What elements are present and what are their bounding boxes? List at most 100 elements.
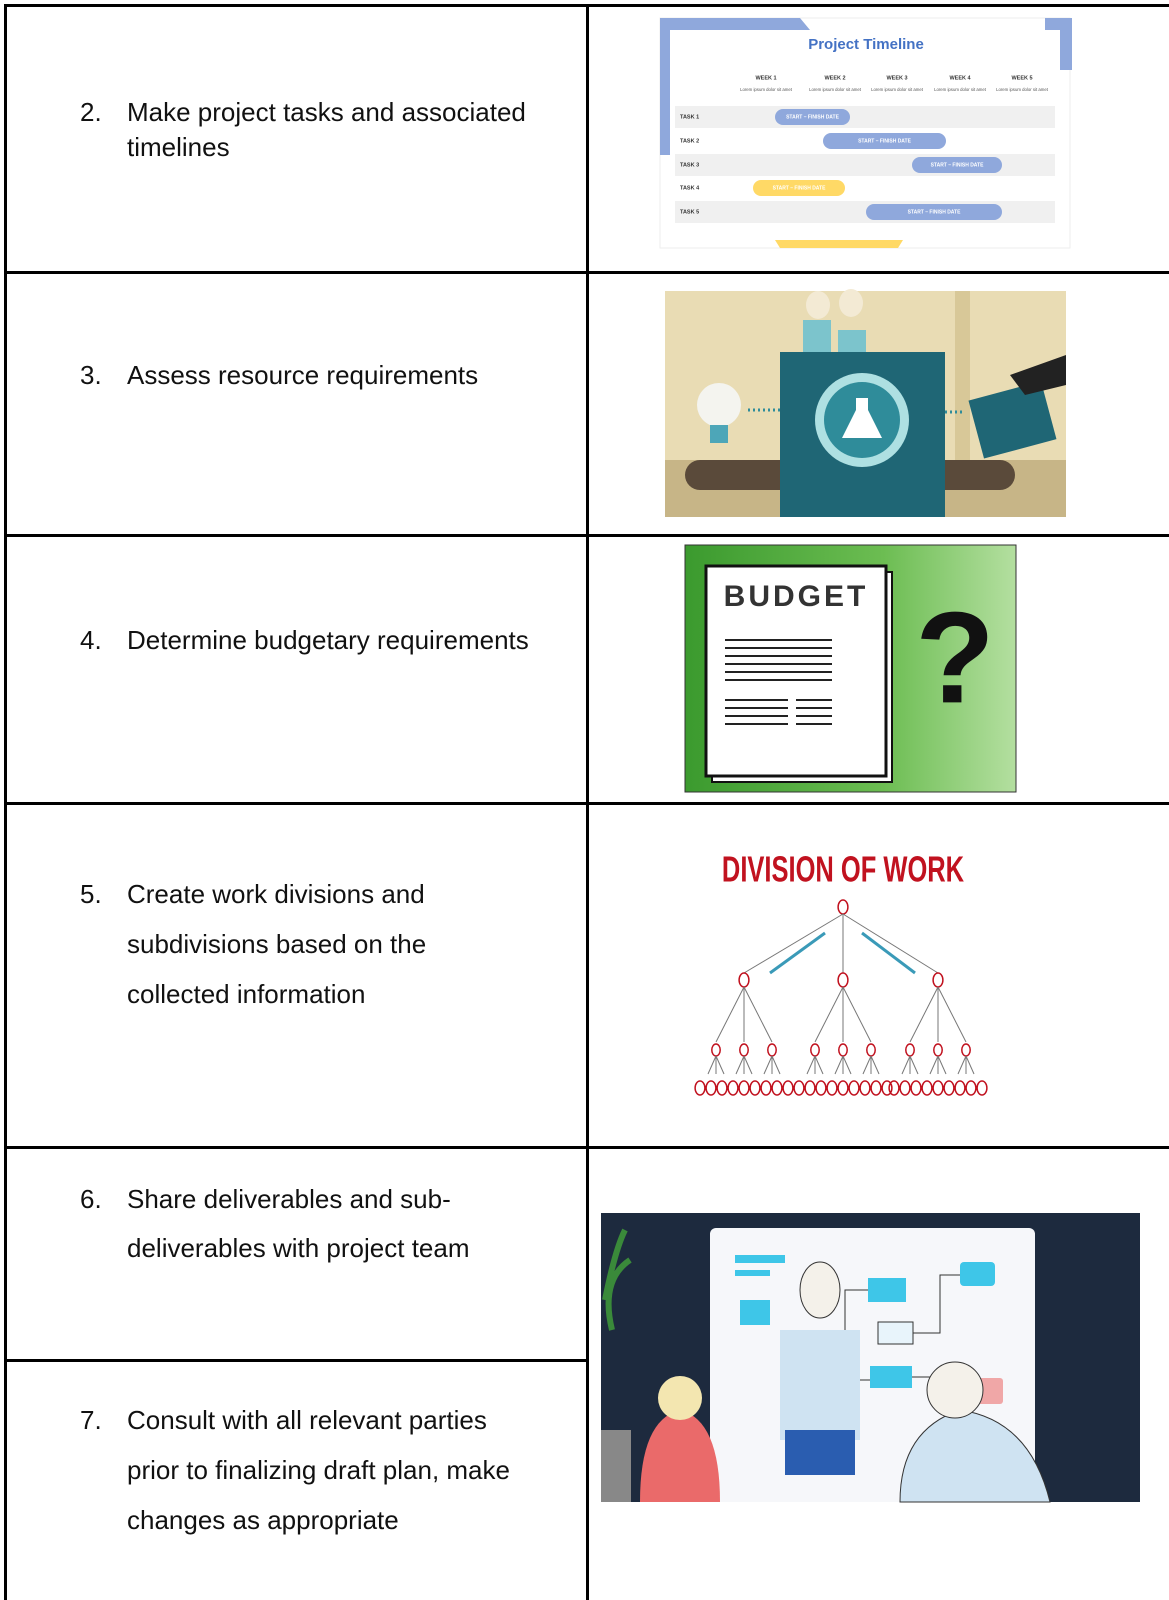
tree-node — [738, 972, 750, 988]
tree-node — [711, 1043, 721, 1057]
task-bar — [775, 109, 850, 125]
tree-node — [694, 1080, 706, 1096]
tree-node — [815, 1080, 827, 1096]
tree-node — [837, 899, 849, 915]
week-label: WEEK 4 — [949, 75, 971, 81]
column-line — [586, 4, 589, 1600]
tree-node — [760, 1080, 772, 1096]
tree-node — [804, 1080, 816, 1096]
budget-image: BUDGET ? — [684, 544, 1017, 793]
bar-label: START – FINISH DATE — [786, 114, 840, 120]
tree-node — [837, 1080, 849, 1096]
week-note: Lorem ipsum dolor sit amet — [996, 87, 1049, 92]
tree-node — [881, 1080, 893, 1096]
tree-node — [976, 1080, 988, 1096]
tree-edge — [814, 1055, 824, 1075]
cell-text: subdivisions based on the — [127, 929, 427, 959]
tree-node — [954, 1080, 966, 1096]
task-band — [675, 106, 1055, 128]
tree-node — [961, 1043, 971, 1057]
image-title: BUDGET — [724, 580, 869, 613]
division-image: DIVISION OF WORK — [694, 849, 988, 1096]
cell-text: collected information — [127, 979, 366, 1009]
task-bar — [912, 157, 1002, 173]
tree-edge — [862, 1055, 872, 1075]
tree-node — [749, 1080, 761, 1096]
tree-node — [899, 1080, 911, 1096]
bar-label: START – FINISH DATE — [773, 185, 827, 191]
tree-edge — [735, 1055, 745, 1075]
tree-node — [866, 1043, 876, 1057]
tree-edge — [707, 1055, 717, 1075]
tree-edge — [743, 913, 844, 974]
tree-arrow — [769, 931, 826, 975]
list-number: 5. — [80, 879, 102, 909]
image-mark: ? — [915, 584, 994, 730]
task-label: TASK 1 — [680, 114, 699, 120]
tree-node — [705, 1080, 717, 1096]
cell-text: Assess resource requirements — [127, 360, 479, 390]
week-note: Lorem ipsum dolor sit amet — [740, 87, 793, 92]
cell-text: deliverables with project team — [127, 1233, 470, 1263]
cell-text: changes as appropriate — [127, 1505, 399, 1535]
tree-node — [965, 1080, 977, 1096]
tree-node — [739, 1043, 749, 1057]
cell-text: Consult with all relevant parties — [127, 1405, 487, 1435]
tree-node — [767, 1043, 777, 1057]
tree-node — [782, 1080, 794, 1096]
tree-arrow — [861, 931, 916, 975]
task-bar — [866, 204, 1002, 220]
list-number: 3. — [80, 360, 102, 390]
tree-node — [716, 1080, 728, 1096]
tree-node — [826, 1080, 838, 1096]
week-note: Lorem ipsum dolor sit amet — [934, 87, 987, 92]
tree-node — [910, 1080, 922, 1096]
task-bar — [823, 133, 946, 149]
cell-text: timelines — [127, 132, 230, 162]
task-label: TASK 5 — [680, 209, 699, 215]
tree-node — [905, 1043, 915, 1057]
week-note: Lorem ipsum dolor sit amet — [871, 87, 924, 92]
week-note: Lorem ipsum dolor sit amet — [809, 87, 862, 92]
bar-label: START – FINISH DATE — [908, 209, 962, 215]
tree-edge — [743, 1055, 753, 1075]
table-border — [4, 4, 7, 1600]
tree-edge — [901, 1055, 911, 1075]
cell-text: Share deliverables and sub- — [127, 1184, 451, 1214]
tree-edge — [937, 986, 967, 1043]
tree-node — [932, 972, 944, 988]
tree-node — [793, 1080, 805, 1096]
tree-node — [933, 1043, 943, 1057]
resource-image — [665, 289, 1066, 517]
tree-node — [771, 1080, 783, 1096]
list-number: 7. — [80, 1405, 102, 1435]
tree-edge — [806, 1055, 816, 1075]
task-label: TASK 2 — [680, 138, 699, 144]
tree-edge — [715, 986, 745, 1043]
tree-node — [738, 1080, 750, 1096]
tree-edge — [834, 1055, 844, 1075]
tree-edge — [842, 986, 872, 1043]
cell-text: Make project tasks and associated — [127, 97, 526, 127]
tree-edge — [842, 1055, 852, 1075]
tree-edge — [870, 1055, 880, 1075]
tree-edge — [763, 1055, 773, 1075]
task-label: TASK 3 — [680, 162, 699, 168]
week-label: WEEK 2 — [824, 75, 845, 81]
tree-edge — [909, 986, 939, 1043]
tree-node — [921, 1080, 933, 1096]
list-number: 6. — [80, 1184, 102, 1214]
week-label: WEEK 5 — [1011, 75, 1032, 81]
week-label: WEEK 3 — [886, 75, 907, 81]
bar-label: START – FINISH DATE — [931, 162, 985, 168]
week-label: WEEK 1 — [755, 75, 776, 81]
tree-edge — [771, 1055, 781, 1075]
list-number: 4. — [80, 625, 102, 655]
tree-node — [870, 1080, 882, 1096]
tree-node — [810, 1043, 820, 1057]
tree-edge — [842, 913, 939, 974]
tree-edge — [937, 1055, 947, 1075]
image-title: Project Timeline — [808, 36, 924, 53]
tree-node — [943, 1080, 955, 1096]
